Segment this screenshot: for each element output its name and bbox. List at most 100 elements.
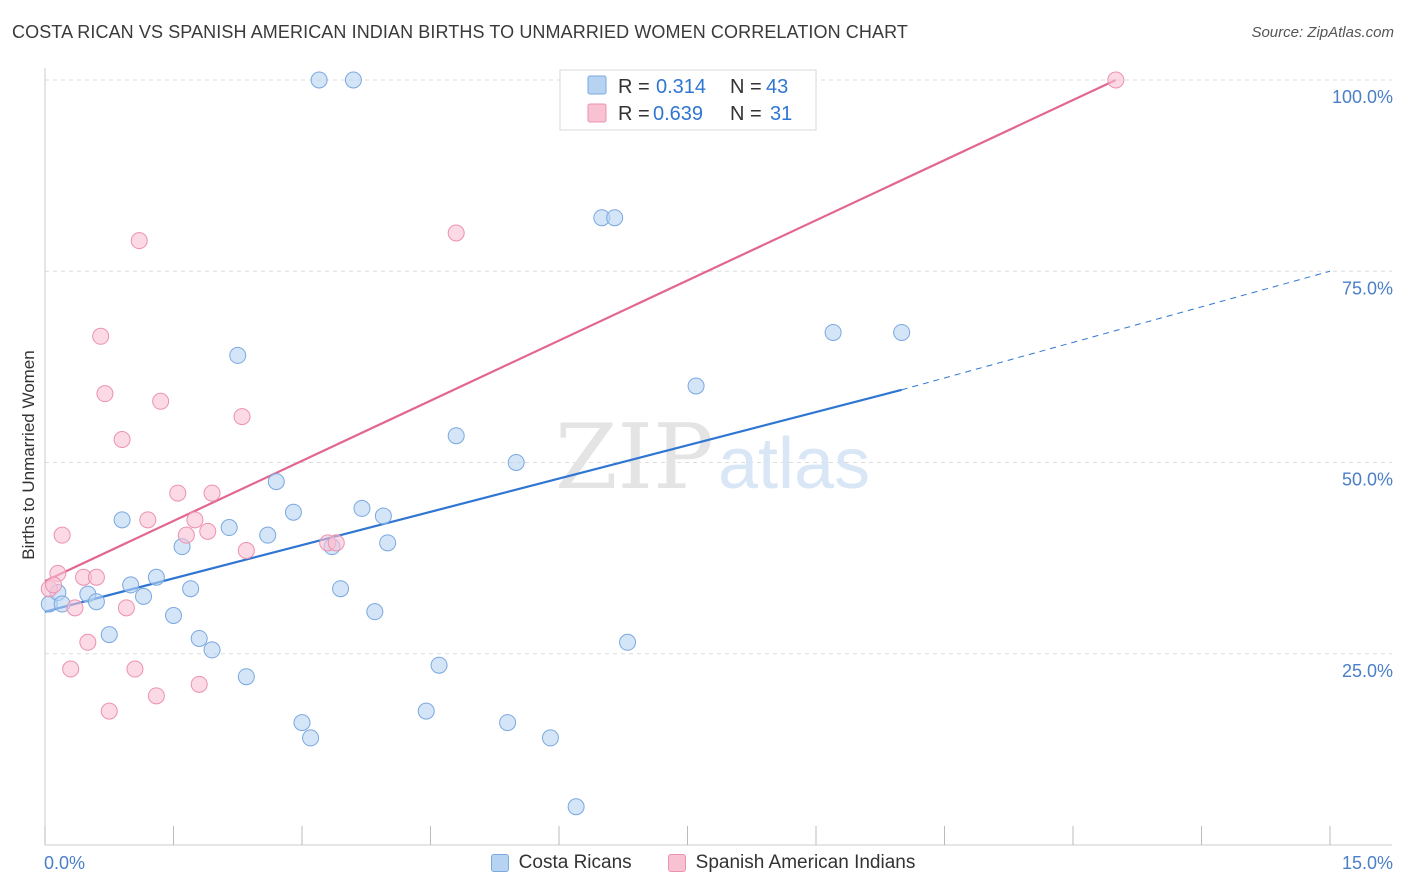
legend-pink-r-value: 0.639	[653, 103, 703, 125]
point-costa-ricans-13	[190, 629, 208, 647]
point-costa-ricans-25	[332, 580, 350, 598]
point-spanish-american-indians-23	[203, 484, 221, 502]
point-spanish-american-indians-12	[117, 599, 135, 617]
point-costa-ricans-23	[310, 71, 328, 89]
point-spanish-american-indians-16	[147, 687, 165, 705]
point-costa-ricans-32	[430, 656, 448, 674]
bottom-legend-swatch-blue	[490, 854, 509, 872]
x-tick-label-min: 0.0%	[44, 853, 85, 873]
trend-line-costa-ricans	[44, 388, 902, 613]
y-tick-label-100: 100.0%	[1332, 87, 1393, 107]
point-spanish-american-indians-10	[100, 702, 118, 720]
point-spanish-american-indians-29	[1107, 71, 1125, 89]
point-costa-ricans-4	[87, 593, 105, 611]
point-costa-ricans-19	[267, 473, 285, 491]
point-costa-ricans-28	[366, 603, 384, 621]
data-points	[40, 71, 1125, 816]
point-costa-ricans-26	[344, 71, 362, 89]
point-spanish-american-indians-17	[152, 392, 170, 410]
point-costa-ricans-33	[447, 427, 465, 445]
point-spanish-american-indians-7	[87, 568, 105, 586]
trend-line-spanish-american-indians	[44, 79, 1117, 583]
point-costa-ricans-27	[353, 499, 371, 517]
legend-swatch-blue	[587, 75, 607, 95]
point-costa-ricans-36	[541, 729, 559, 747]
bottom-legend-label-blue: Costa Ricans	[518, 852, 632, 873]
point-costa-ricans-12	[182, 580, 200, 598]
legend-blue-n-value: 43	[766, 76, 788, 98]
legend-blue-r-value: 0.314	[656, 76, 706, 98]
point-costa-ricans-42	[824, 323, 842, 341]
point-costa-ricans-29	[374, 507, 392, 525]
point-spanish-american-indians-27	[327, 534, 345, 552]
legend-blue-r-label: R =	[618, 76, 650, 98]
point-costa-ricans-30	[379, 534, 397, 552]
point-costa-ricans-20	[284, 503, 302, 521]
legend-pink-n-value: 31	[770, 103, 792, 125]
point-spanish-american-indians-3	[62, 660, 80, 678]
point-costa-ricans-14	[203, 641, 221, 659]
point-spanish-american-indians-6	[79, 633, 97, 651]
point-costa-ricans-17	[237, 668, 255, 686]
trend-lines	[44, 79, 1331, 613]
bottom-legend-spanish-american-indians: Spanish American Indians	[667, 852, 916, 874]
point-spanish-american-indians-4	[66, 599, 84, 617]
tick-labels: 25.0% 50.0% 75.0% 100.0% 0.0% 15.0%	[44, 87, 1393, 873]
point-costa-ricans-40	[619, 633, 637, 651]
point-costa-ricans-9	[147, 568, 165, 586]
point-spanish-american-indians-21	[190, 675, 208, 693]
trend-line-costa-ricans-extension	[901, 270, 1331, 391]
legend-pink-n-label: N =	[730, 103, 762, 125]
point-spanish-american-indians-11	[113, 431, 131, 449]
point-costa-ricans-34	[499, 714, 517, 732]
point-spanish-american-indians-25	[237, 541, 255, 559]
legend-pink-r-label: R =	[618, 103, 650, 125]
point-spanish-american-indians-13	[126, 660, 144, 678]
point-costa-ricans-22	[302, 729, 320, 747]
bottom-legend: Costa Ricans Spanish American Indians	[0, 852, 1406, 874]
point-spanish-american-indians-18	[169, 484, 187, 502]
point-costa-ricans-10	[165, 607, 182, 624]
point-spanish-american-indians-19	[177, 526, 195, 544]
y-tick-label-75: 75.0%	[1342, 278, 1393, 298]
bottom-legend-label-pink: Spanish American Indians	[695, 852, 916, 873]
point-spanish-american-indians-20	[186, 511, 204, 529]
point-spanish-american-indians-22	[199, 522, 217, 540]
point-costa-ricans-37	[567, 798, 585, 816]
point-spanish-american-indians-15	[139, 511, 157, 529]
point-costa-ricans-16	[229, 346, 247, 364]
point-costa-ricans-41	[687, 377, 705, 395]
grid-lines	[45, 79, 1392, 655]
bottom-legend-swatch-pink	[667, 854, 686, 872]
legend-swatch-pink	[587, 103, 607, 123]
point-costa-ricans-35	[507, 454, 525, 471]
point-spanish-american-indians-14	[130, 232, 148, 250]
point-costa-ricans-43	[893, 323, 911, 341]
watermark-zip: ZIP	[555, 405, 714, 510]
legend-box: R = 0.314 N = 43 R = 0.639 N = 31	[559, 69, 817, 131]
point-costa-ricans-6	[113, 511, 131, 529]
point-costa-ricans-7	[122, 576, 140, 594]
point-costa-ricans-18	[259, 526, 277, 544]
point-spanish-american-indians-28	[447, 224, 465, 242]
point-costa-ricans-8	[135, 587, 153, 605]
point-costa-ricans-39	[606, 209, 624, 227]
bottom-legend-costa-ricans: Costa Ricans	[490, 852, 632, 874]
point-spanish-american-indians-8	[92, 327, 110, 345]
point-costa-ricans-15	[220, 519, 238, 537]
axes	[44, 68, 1392, 846]
y-tick-label-25: 25.0%	[1342, 661, 1393, 681]
point-costa-ricans-5	[100, 626, 118, 644]
y-axis-label: Births to Unmarried Women	[19, 350, 38, 559]
point-spanish-american-indians-24	[233, 408, 251, 426]
point-spanish-american-indians-9	[96, 385, 114, 403]
point-spanish-american-indians-2	[53, 526, 71, 544]
point-costa-ricans-21	[293, 714, 311, 732]
legend-blue-n-label: N =	[730, 76, 762, 98]
watermark-atlas: atlas	[718, 424, 870, 504]
point-costa-ricans-31	[417, 702, 435, 720]
y-tick-label-50: 50.0%	[1342, 470, 1393, 490]
chart-title: COSTA RICAN VS SPANISH AMERICAN INDIAN B…	[12, 22, 908, 42]
source-credit: Source: ZipAtlas.com	[1251, 24, 1394, 41]
x-tick-label-max: 15.0%	[1342, 853, 1393, 873]
